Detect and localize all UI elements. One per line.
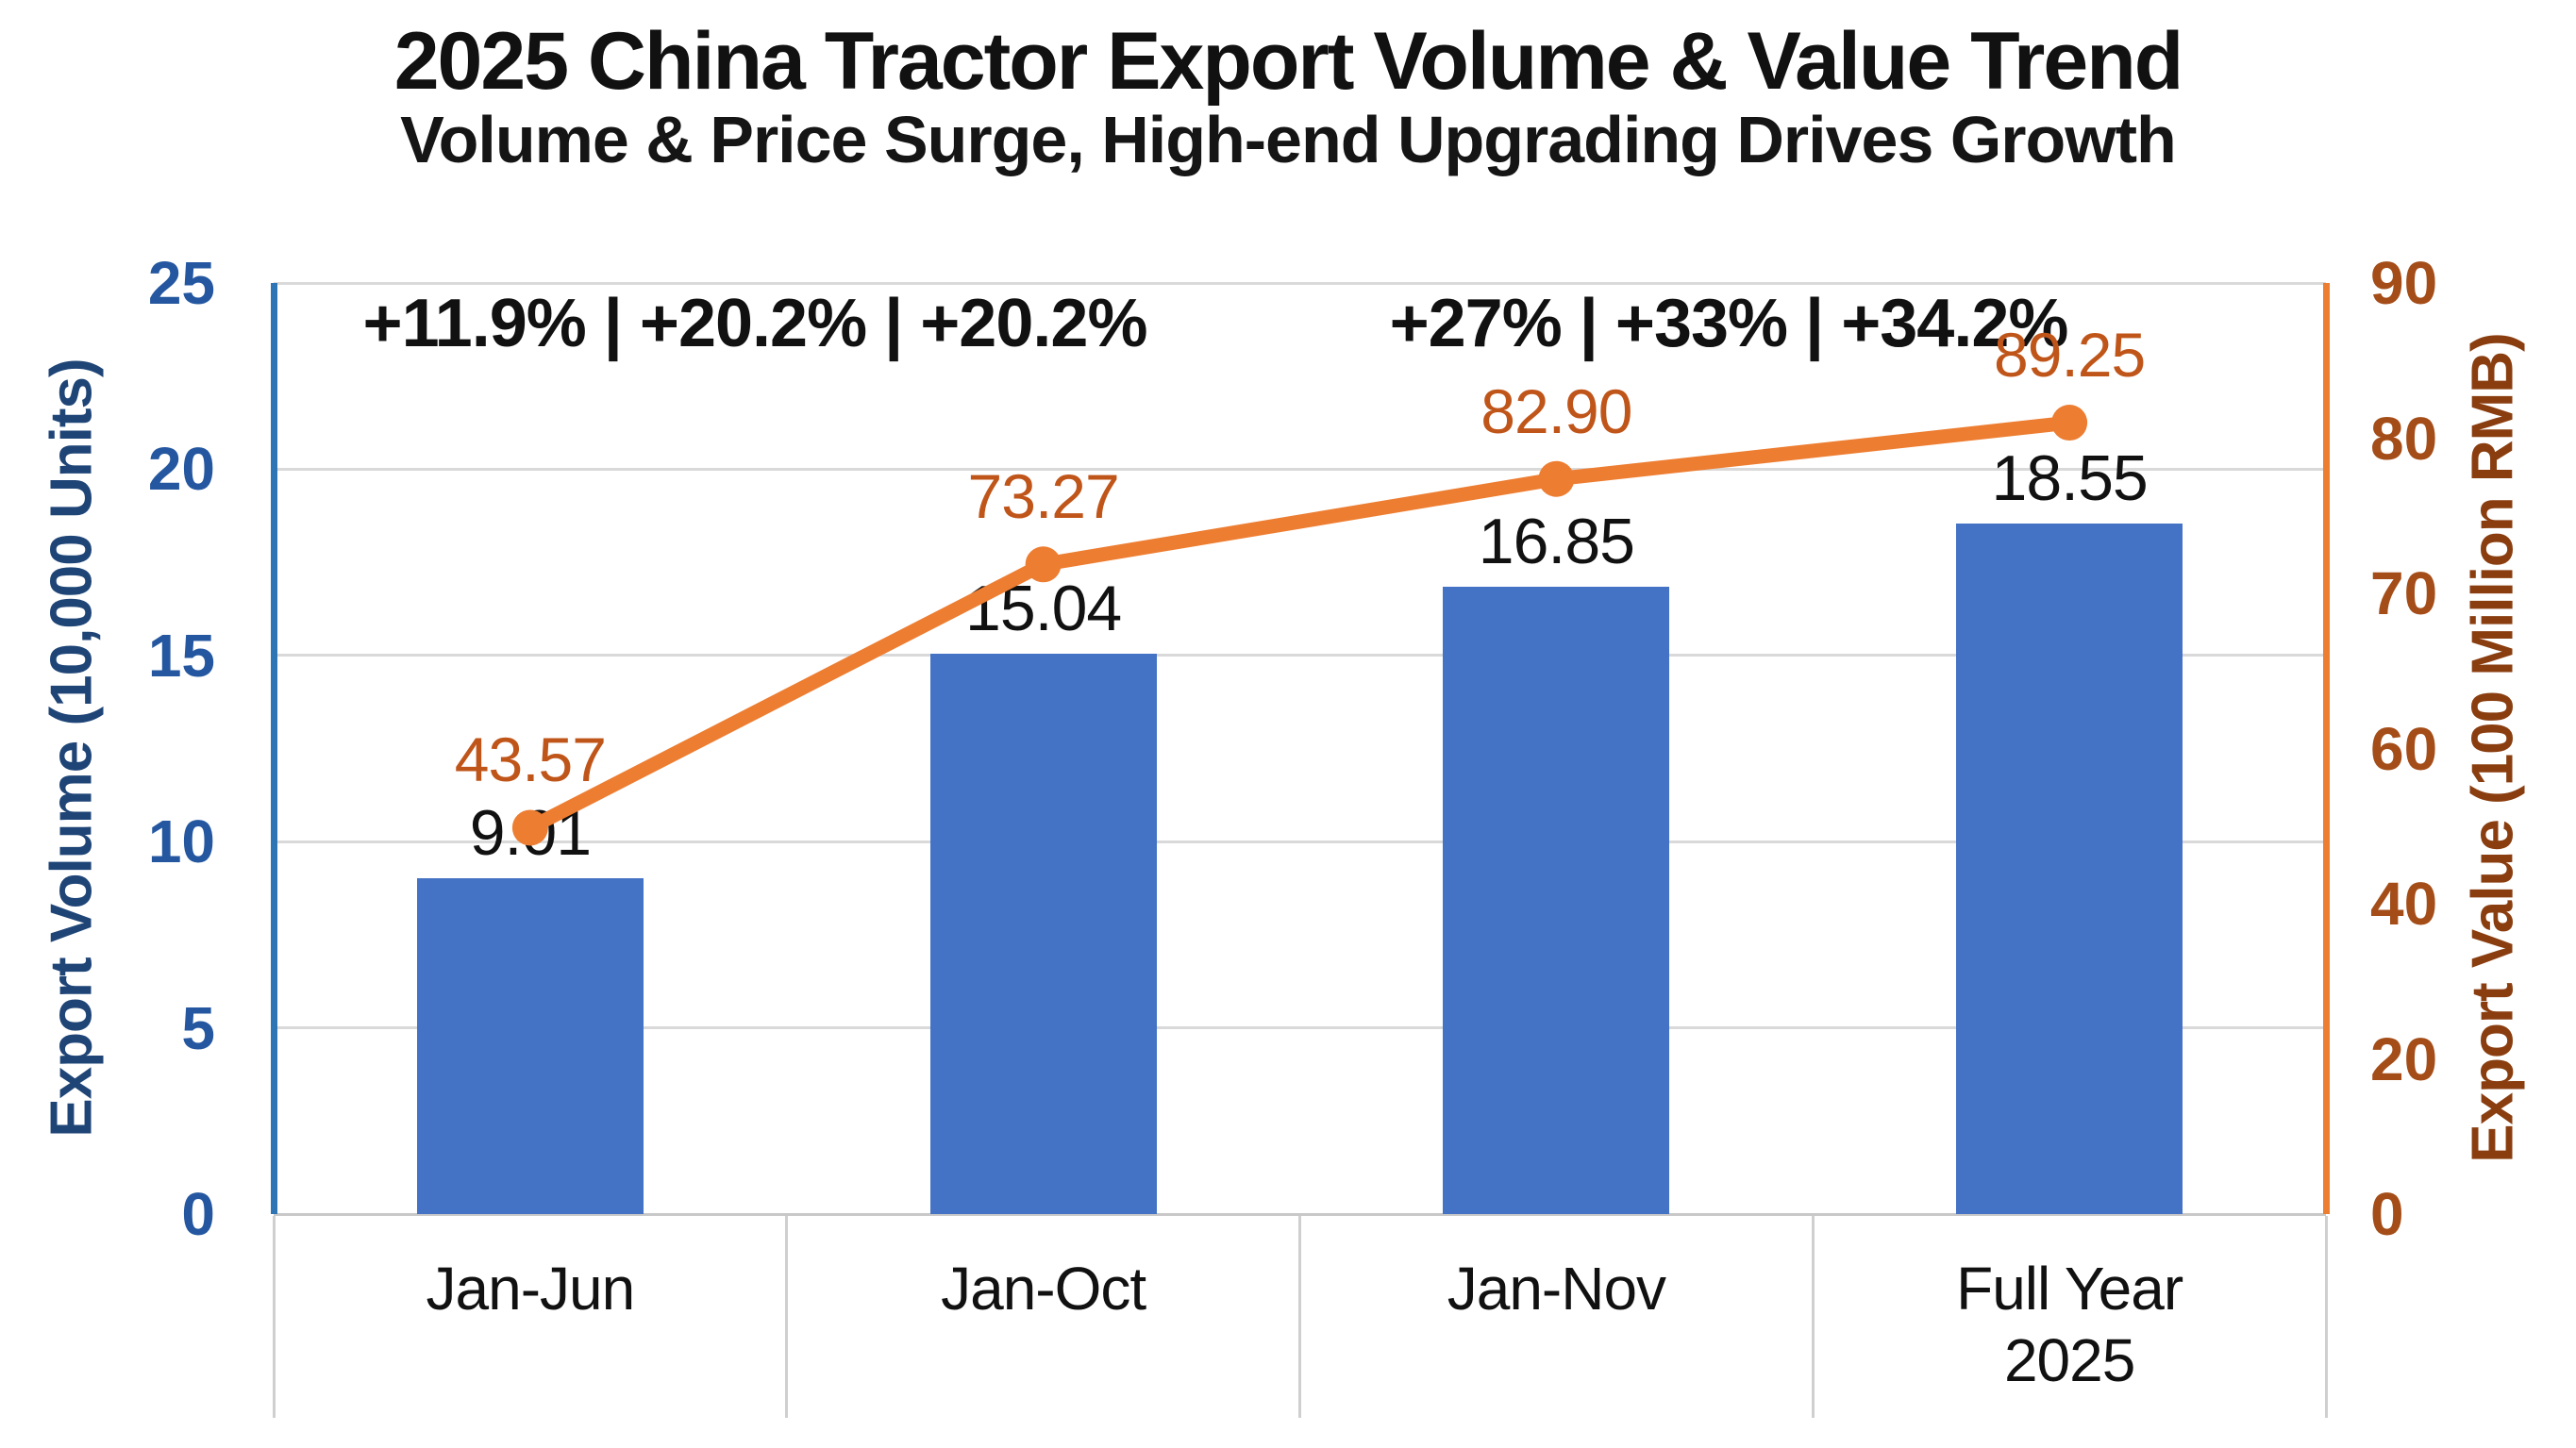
x-category-label: Full Year 2025 (1956, 1255, 2183, 1394)
line-marker (2051, 405, 2088, 441)
right-axis-tick-label: 40 (2370, 870, 2438, 938)
left-axis-tick-label: 25 (147, 249, 215, 317)
line-point-label: 89.25 (1994, 320, 2146, 391)
left-axis-tick-label: 15 (147, 621, 215, 690)
left-axis-tick-label: 20 (147, 435, 215, 504)
gridline (274, 840, 2326, 843)
x-category-label: Jan-Nov (1447, 1255, 1666, 1323)
x-axis-line (274, 1213, 2326, 1216)
left-axis-tick-label: 10 (147, 807, 215, 876)
right-axis-line (2323, 283, 2330, 1214)
category-separator (272, 1216, 276, 1418)
gridline (274, 654, 2326, 657)
line-point-label: 43.57 (454, 724, 607, 795)
left-axis-line (271, 283, 277, 1214)
category-separator (785, 1216, 789, 1418)
x-category-label: Jan-Jun (426, 1255, 636, 1323)
category-separator (1811, 1216, 1815, 1418)
gridline (274, 1026, 2326, 1030)
right-axis-tick-label: 60 (2370, 714, 2438, 783)
line-marker (1538, 460, 1575, 497)
gridline (274, 281, 2326, 285)
line-point-label: 82.90 (1480, 375, 1632, 446)
value-line (523, 415, 2077, 835)
line-point-label: 73.27 (967, 461, 1120, 532)
line-marker (1025, 546, 1062, 583)
right-axis-tick-label: 70 (2370, 559, 2438, 627)
bar (1443, 586, 1670, 1214)
chart-title: 2025 China Tractor Export Volume & Value… (393, 16, 2184, 107)
bar (416, 878, 644, 1214)
category-separator (1298, 1216, 1301, 1418)
chart-subtitle: Volume & Price Surge, High-end Upgrading… (400, 103, 2177, 176)
line-marker (511, 809, 548, 846)
right-axis-tick-label: 0 (2370, 1180, 2404, 1248)
right-axis-tick-label: 90 (2370, 249, 2438, 317)
left-axis-tick-label: 5 (181, 993, 215, 1062)
bar (1956, 523, 2183, 1214)
gridline (274, 467, 2326, 471)
growth-annotation-left: +11.9% | +20.2% | +20.2% (362, 286, 1148, 361)
x-category-label: Jan-Oct (941, 1255, 1146, 1323)
value-line-series (511, 405, 2088, 846)
right-axis-tick-label: 80 (2370, 404, 2438, 473)
bar-value-label: 16.85 (1478, 505, 1635, 577)
right-axis-tick-label: 20 (2370, 1024, 2438, 1093)
bar-value-label: 18.55 (1991, 441, 2149, 514)
growth-annotation-right: +27% | +33% | +34.2% (1389, 286, 2069, 361)
bar (929, 654, 1157, 1214)
left-axis-tick-label: 0 (181, 1180, 215, 1248)
category-separator (2324, 1216, 2328, 1418)
